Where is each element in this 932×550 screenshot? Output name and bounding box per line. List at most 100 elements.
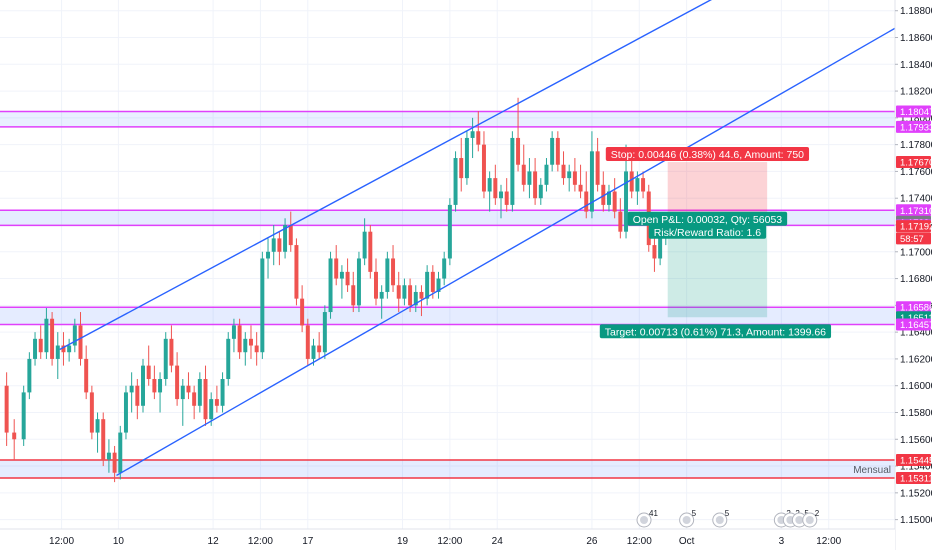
- candle-body: [442, 258, 447, 279]
- candle-body: [589, 151, 594, 212]
- x-tick-label: 12:00: [627, 536, 652, 547]
- candle-body: [294, 245, 299, 299]
- time-axis[interactable]: 12:00 10 12 12:00 17 19 12:00 24 26 12:00 Oct 3 12:0…: [0, 528, 895, 550]
- candle-body: [618, 211, 623, 232]
- candle-body: [356, 258, 361, 306]
- candle-body: [226, 338, 231, 380]
- candle-body: [27, 358, 32, 393]
- candle-body: [351, 285, 356, 306]
- candle-body: [408, 285, 413, 306]
- y-tick-label: 1.16800: [900, 274, 932, 285]
- candle-body: [135, 385, 140, 406]
- candle-body: [186, 385, 191, 393]
- price-badge-text: 1.15311: [900, 473, 932, 484]
- y-tick-label: 1.15600: [900, 435, 932, 446]
- candle-body: [220, 379, 225, 406]
- price-badge: 1.16586: [896, 301, 932, 314]
- candle-body: [430, 271, 435, 292]
- price-badge: 1.15311: [896, 471, 932, 484]
- candle-body: [584, 191, 589, 212]
- y-tick-label: 1.15800: [900, 408, 932, 419]
- candle-body: [413, 291, 418, 306]
- candle-body: [339, 271, 344, 279]
- candle-body: [271, 238, 276, 252]
- candle-body: [288, 224, 293, 246]
- event-count: 5: [692, 509, 697, 518]
- price-badges: 1.180471.179331.176701.173101.172241.171…: [896, 105, 932, 484]
- channel-upper-line[interactable]: [59, 0, 753, 351]
- x-tick-label: 19: [397, 536, 409, 547]
- candle-body: [328, 258, 333, 313]
- y-tick-label: 1.18400: [900, 60, 932, 71]
- candle-body: [499, 191, 503, 199]
- candle-body: [61, 345, 66, 353]
- y-tick-label: 1.18000: [900, 113, 932, 124]
- event-dot: [682, 516, 691, 524]
- candle-body: [578, 184, 583, 192]
- zone-fill: [0, 460, 895, 478]
- event-dot: [795, 516, 804, 524]
- candle-body: [322, 312, 327, 353]
- candle-body: [419, 291, 424, 299]
- event-flag-icon[interactable]: 41: [636, 509, 658, 528]
- candle-body: [106, 452, 111, 460]
- price-axis[interactable]: 1.18800 1.18600 1.18400 1.18200 1.18000 1.178…: [894, 0, 932, 550]
- candle-body: [362, 231, 367, 259]
- candle-body: [118, 432, 123, 473]
- price-badge: 1.17310: [896, 204, 932, 217]
- x-tick-label: 12:00: [248, 536, 273, 547]
- price-badge: 58:57: [896, 232, 931, 245]
- trend-channel[interactable]: [59, 0, 910, 477]
- zone-fill: [0, 111, 895, 127]
- candle-body: [533, 171, 538, 199]
- candle-body: [396, 285, 401, 299]
- event-count: 41: [649, 509, 658, 518]
- y-tick-label: 1.17000: [900, 247, 932, 258]
- candle-body: [561, 164, 566, 179]
- candle-body: [283, 224, 288, 252]
- price-badge-bg: [896, 454, 931, 467]
- candle-body: [180, 385, 185, 400]
- stop-label: Stop: 0.00446 (0.38%) 44.6, Amount: 750: [605, 147, 810, 162]
- economic-events[interactable]: 41552252: [636, 509, 820, 528]
- event-flag-icon[interactable]: 2: [802, 509, 820, 528]
- event-flag-icon[interactable]: 5: [679, 509, 697, 528]
- candle-body: [300, 298, 305, 326]
- price-badge-bg: [896, 156, 931, 169]
- candle-body: [112, 452, 117, 473]
- candle-body: [95, 419, 100, 433]
- candle-body: [334, 258, 339, 279]
- price-badge-text: 1.16457: [900, 320, 932, 331]
- candlesticks: [4, 97, 668, 483]
- x-tick-label: Oct: [679, 536, 695, 547]
- stop-label-text: Stop: 0.00446 (0.38%) 44.6, Amount: 750: [611, 149, 804, 161]
- candle-body: [12, 432, 17, 440]
- candle-body: [555, 137, 560, 165]
- candle-body: [345, 271, 350, 286]
- price-badge-text: 1.18047: [900, 107, 932, 118]
- short-position-tool[interactable]: [667, 162, 768, 318]
- candle-body: [447, 204, 452, 259]
- price-badge-text: 1.17192: [900, 222, 932, 233]
- target-label: Target: 0.00713 (0.61%) 71.3, Amount: 13…: [599, 324, 832, 339]
- candle-body: [260, 258, 265, 353]
- y-tick-label: 1.18800: [900, 6, 932, 17]
- x-tick-label: 3: [779, 536, 785, 547]
- candle-body: [231, 325, 236, 339]
- x-tick-label: 12:00: [49, 536, 74, 547]
- channel-lower-line[interactable]: [116, 19, 910, 477]
- candle-body: [635, 178, 640, 192]
- price-badge-text: 1.17670: [900, 158, 932, 169]
- price-badge-text: 58:57: [900, 234, 924, 245]
- candle-body: [504, 191, 509, 205]
- risk-reward-label: Risk/Reward Ratio: 1.6: [648, 224, 767, 239]
- candle-body: [481, 144, 486, 192]
- x-tick-label: 24: [492, 536, 504, 547]
- candle-body: [374, 271, 378, 299]
- candle-body: [391, 258, 396, 286]
- candle-body: [595, 151, 600, 185]
- event-flag-icon[interactable]: 5: [712, 509, 730, 528]
- candle-body: [487, 178, 492, 192]
- candle-body: [197, 379, 202, 406]
